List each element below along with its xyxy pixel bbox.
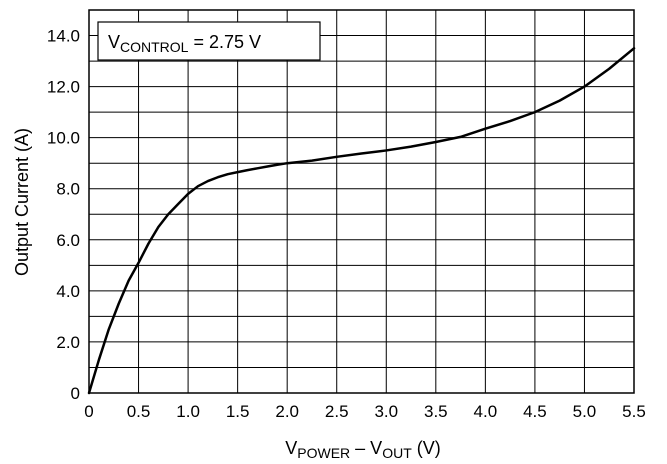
annotation-rest: = 2.75 V (188, 32, 261, 52)
x-label-a-sub: POWER (297, 445, 350, 461)
x-tick-labels: 0 0.5 1.0 1.5 2.0 2.5 3.0 3.5 4.0 4.5 5.0 5.5 (84, 402, 646, 421)
x-tick-label: 4.0 (474, 402, 498, 421)
y-tick-label: 6.0 (56, 231, 80, 250)
x-label-mid: – (350, 438, 370, 458)
x-tick-label: 0 (84, 402, 93, 421)
y-tick-label: 2.0 (56, 333, 80, 352)
x-label-a-main: V (285, 438, 297, 458)
x-tick-label: 1.0 (176, 402, 200, 421)
x-axis-label: VPOWER – VOUT (V) (285, 438, 441, 461)
series-line-1 (87, 47, 636, 395)
y-tick-label: 4.0 (56, 282, 80, 301)
grid (89, 10, 634, 393)
x-label-b-sub: OUT (382, 445, 412, 461)
annotation-box (97, 21, 321, 61)
x-tick-label: 0.5 (127, 402, 151, 421)
annotation-sub: CONTROL (120, 39, 189, 55)
x-tick-label: 5.5 (622, 402, 646, 421)
x-tick-label: 5.0 (573, 402, 597, 421)
y-tick-label: 0 (71, 384, 80, 403)
annotation-label: VCONTROL = 2.75 V (108, 32, 261, 55)
x-label-b-main: V (370, 438, 382, 458)
x-tick-label: 3.0 (374, 402, 398, 421)
x-label-rest: (V) (412, 438, 441, 458)
y-tick-label: 10.0 (47, 129, 80, 148)
y-tick-labels: 0 2.0 4.0 6.0 8.0 10.0 12.0 14.0 (47, 27, 80, 403)
plot-border (88, 9, 635, 394)
x-tick-label: 4.5 (523, 402, 547, 421)
y-axis-label: Output Current (A) (12, 128, 32, 276)
y-tick-label: 12.0 (47, 78, 80, 97)
series-group (87, 47, 636, 395)
annotation-main: V (108, 32, 120, 52)
plot-frame (88, 9, 635, 394)
x-tick-label: 2.5 (325, 402, 349, 421)
y-tick-label: 8.0 (56, 180, 80, 199)
x-tick-label: 1.5 (226, 402, 250, 421)
x-tick-label: 3.5 (424, 402, 448, 421)
x-tick-label: 2.0 (275, 402, 299, 421)
y-tick-label: 14.0 (47, 27, 80, 46)
